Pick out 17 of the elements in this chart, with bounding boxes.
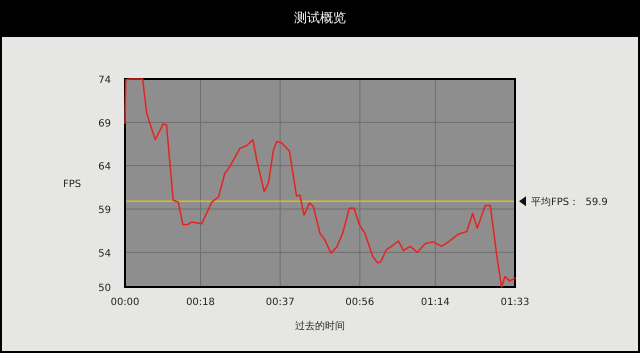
y-tick-label: 69 xyxy=(98,118,111,130)
x-axis-title: 过去的时间 xyxy=(295,320,345,332)
y-tick-label: 64 xyxy=(98,162,111,173)
ref-line-label: 平均FPS： 59.9 xyxy=(531,196,608,208)
chart-title: 测试概览 xyxy=(294,11,346,26)
y-axis-title: FPS xyxy=(63,179,82,190)
x-tick-label: 00:56 xyxy=(345,297,374,308)
x-tick-label: 00:37 xyxy=(266,297,295,308)
x-tick-label: 00:00 xyxy=(110,297,140,308)
x-tick-label: 01:14 xyxy=(420,297,450,308)
y-tick-label: 50 xyxy=(98,283,111,294)
line-series xyxy=(124,78,516,288)
x-tick-label: 01:33 xyxy=(500,297,530,308)
y-tick-label: 54 xyxy=(98,248,111,260)
y-tick-label: 74 xyxy=(98,75,111,86)
x-tick-label: 00:18 xyxy=(186,297,215,308)
y-tick-label: 59 xyxy=(98,205,111,216)
